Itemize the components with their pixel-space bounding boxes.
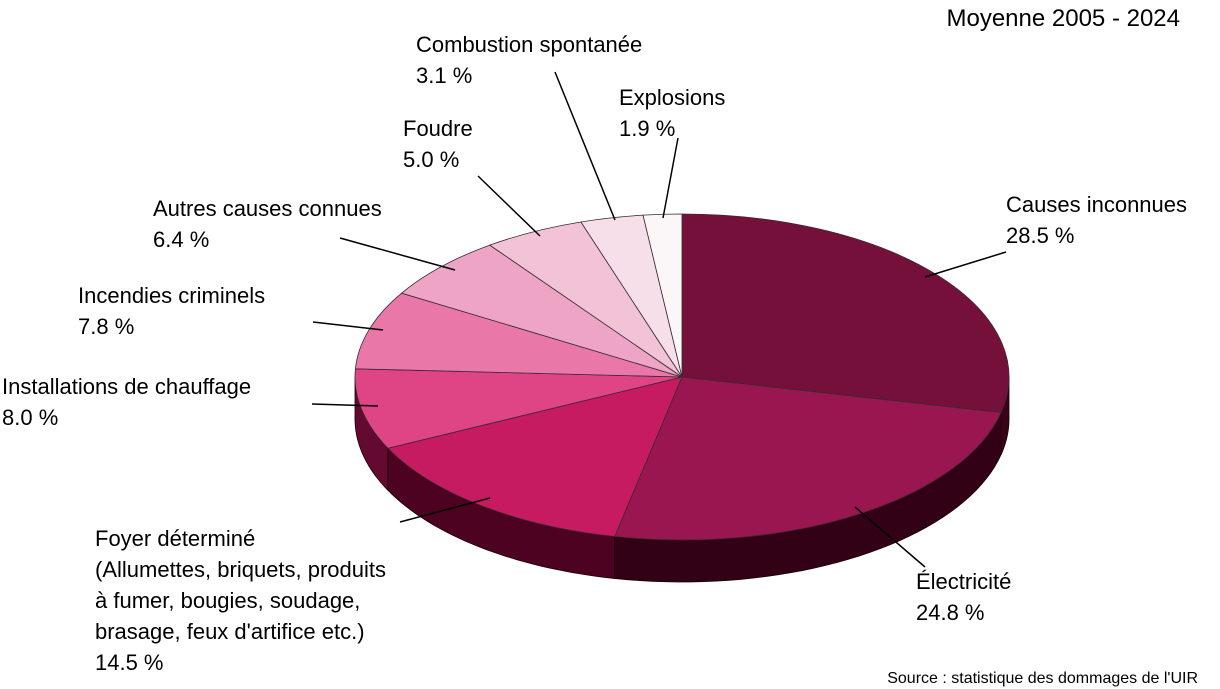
leader-line-6 xyxy=(339,237,456,271)
leader-lines xyxy=(311,71,1007,568)
slice-label-4-line-2: 8.0 % xyxy=(2,405,58,430)
pie-slices xyxy=(354,213,1010,583)
pie-slice-2 xyxy=(614,376,1002,541)
slice-label-5-line-2: 7.8 % xyxy=(78,314,134,339)
leader-line-5 xyxy=(312,321,384,331)
leader-line-2 xyxy=(854,506,926,568)
slice-label-5-line-1: Incendies criminels xyxy=(78,283,265,308)
slice-label-9-line-1: Explosions xyxy=(619,85,725,110)
pie-slice-9 xyxy=(642,213,683,378)
slice-labels: Causes inconnues 28.5 % Électricité 24.8 % F… xyxy=(2,32,1187,675)
pie-slice-5 xyxy=(354,292,683,378)
leader-line-4 xyxy=(311,403,379,407)
slice-label-3-line-2: (Allumettes, briquets, produits xyxy=(95,557,386,582)
pie-slice-1 xyxy=(681,213,1010,413)
slice-label-3-line-3: à fumer, bougies, soudage, xyxy=(95,588,360,613)
chart-source: Source : statistique des dommages de l'U… xyxy=(887,670,1198,687)
slice-label-8-line-2: 3.1 % xyxy=(416,63,472,88)
pie-slice-4 xyxy=(354,368,683,449)
slice-label-8-line-1: Combustion spontanée xyxy=(416,32,642,57)
pie-slice-6 xyxy=(400,244,683,378)
leader-line-8 xyxy=(554,71,616,221)
chart-subtitle: Moyenne 2005 - 2024 xyxy=(946,5,1180,32)
slice-label-1-line-1: Causes inconnues xyxy=(1006,192,1187,217)
leader-line-9 xyxy=(662,137,679,219)
slice-label-2-line-1: Électricité xyxy=(916,569,1011,594)
slice-label-4-line-1: Installations de chauffage xyxy=(2,374,251,399)
slice-label-6-line-2: 6.4 % xyxy=(153,227,209,252)
slice-label-9-line-2: 1.9 % xyxy=(619,116,675,141)
leader-line-3 xyxy=(399,497,491,523)
slice-label-3-line-1: Foyer déterminé xyxy=(95,526,255,551)
slice-label-1-line-2: 28.5 % xyxy=(1006,223,1075,248)
leader-line-1 xyxy=(924,251,1007,278)
slice-label-7-line-2: 5.0 % xyxy=(403,147,459,172)
slice-label-2-line-2: 24.8 % xyxy=(916,600,985,625)
slice-label-6-line-1: Autres causes connues xyxy=(153,196,382,221)
slice-label-3-line-5: 14.5 % xyxy=(95,650,164,675)
leader-line-7 xyxy=(477,175,541,237)
slice-label-7-line-1: Foudre xyxy=(403,116,473,141)
slice-label-3-line-4: brasage, feux d'artifice etc.) xyxy=(95,619,365,644)
pie-slice-3 xyxy=(387,376,683,537)
